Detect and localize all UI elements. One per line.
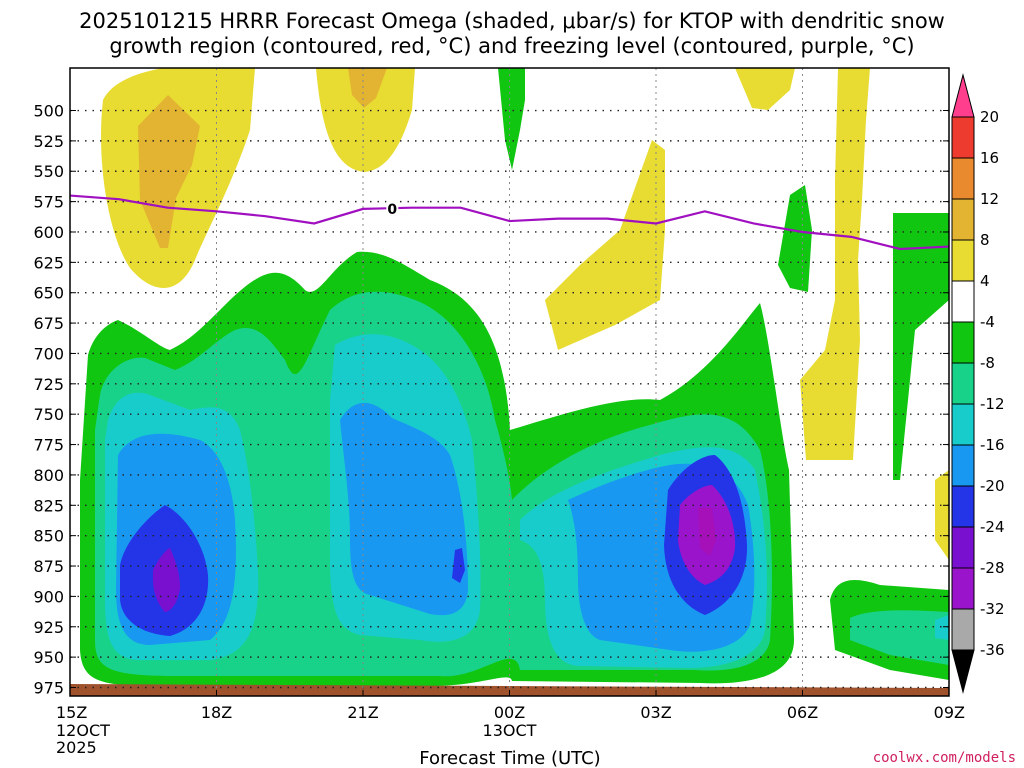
omega-region-positive: [545, 140, 665, 350]
y-tick-label: 925: [33, 618, 64, 637]
omega-region-negative: [452, 548, 465, 583]
y-tick-label: 725: [33, 375, 64, 394]
y-tick-label: 700: [33, 344, 64, 363]
x-tick-label: 18Z: [201, 703, 232, 722]
chart-title-line2: growth region (contoured, red, °C) and f…: [109, 34, 914, 58]
omega-region-positive: [348, 68, 387, 108]
omega-shading: [70, 68, 949, 696]
y-tick-label: 750: [33, 405, 64, 424]
omega-region-positive: [935, 470, 949, 560]
x-tick-label: 21Z: [347, 703, 378, 722]
x-tick-label: 15Z: [56, 703, 87, 722]
y-tick-label: 900: [33, 587, 64, 606]
colorbar-swatch: [951, 485, 975, 528]
colorbar-label: -20: [980, 477, 1005, 495]
colorbar-label: -36: [980, 641, 1005, 659]
x-tick-label: 09Z: [934, 703, 965, 722]
x-axis-label: Forecast Time (UTC): [419, 748, 600, 768]
y-tick-label: 850: [33, 527, 64, 546]
y-tick-label: 500: [33, 102, 64, 121]
colorbar-label: 16: [980, 149, 999, 167]
colorbar-label: 20: [980, 108, 999, 126]
colorbar-label: -28: [980, 559, 1005, 577]
y-tick-label: 800: [33, 466, 64, 485]
y-tick-label: 550: [33, 162, 64, 181]
y-tick-label: 625: [33, 253, 64, 272]
y-tick-label: 950: [33, 648, 64, 667]
omega-region-negative: [893, 213, 949, 480]
freezing-level-line: [69, 194, 950, 251]
colorbar-swatch: [951, 198, 975, 241]
colorbar-swatch: [951, 567, 975, 610]
y-tick-label: 650: [33, 284, 64, 303]
colorbar-swatch: [951, 239, 975, 282]
omega-region-negative: [778, 185, 812, 292]
colorbar-label: 8: [980, 231, 990, 249]
chart-title-line1: 2025101215 HRRR Forecast Omega (shaded, …: [79, 9, 945, 33]
y-tick-label: 825: [33, 496, 64, 515]
colorbar-label: -8: [980, 354, 995, 372]
colorbar-swatch: [951, 280, 975, 323]
colorbar-arrow-top: [951, 73, 975, 118]
omega-region-negative: [698, 508, 716, 556]
colorbar-swatch: [951, 526, 975, 569]
colorbar-label: 12: [980, 190, 999, 208]
colorbar-arrow-bottom: [951, 649, 975, 694]
freezing-level-label: 0: [387, 202, 397, 218]
colorbar-swatch: [951, 608, 975, 651]
colorbar-swatch: [951, 362, 975, 405]
colorbar-swatch: [951, 444, 975, 487]
omega-region-negative: [498, 68, 525, 170]
y-axis: 500 525 550 575 600 625 650 675 700 725 750 775 800 8…: [33, 102, 949, 697]
colorbar: 20 16 12 8 4 -4 -8 -12 -16 -20 -24 -28 -32 -36: [951, 73, 1005, 694]
colorbar-label: 4: [980, 272, 990, 290]
colorbar-label: -16: [980, 436, 1005, 454]
x-tick-label: 06Z: [787, 703, 818, 722]
y-tick-label: 875: [33, 557, 64, 576]
x-tick-label: 00Z: [494, 703, 525, 722]
omega-region-positive: [735, 68, 795, 110]
y-tick-label: 600: [33, 223, 64, 242]
freezing-level-series: 0: [69, 194, 950, 251]
omega-region-positive: [316, 68, 415, 172]
gridlines: [70, 68, 949, 696]
omega-region-negative: [935, 615, 949, 640]
colorbar-swatch: [951, 157, 975, 200]
colorbar-swatch: [951, 403, 975, 446]
y-tick-label: 675: [33, 314, 64, 333]
omega-region-negative: [850, 610, 949, 665]
x-date-label: 13OCT: [483, 721, 537, 740]
y-tick-label: 775: [33, 436, 64, 455]
colorbar-label: -12: [980, 395, 1005, 413]
y-tick-label: 575: [33, 193, 64, 212]
colorbar-swatch: [951, 321, 975, 364]
colorbar-label: -32: [980, 600, 1005, 618]
x-date-label: 12OCT: [56, 721, 110, 740]
omega-region-negative: [153, 548, 180, 612]
y-tick-label: 975: [33, 678, 64, 697]
y-tick-label: 525: [33, 132, 64, 151]
colorbar-label: -24: [980, 518, 1005, 536]
x-date-label: 2025: [56, 738, 97, 757]
colorbar-label: -4: [980, 313, 995, 331]
colorbar-swatch: [951, 116, 975, 159]
omega-region-positive: [800, 68, 870, 460]
freezing-level-label-bg: [386, 199, 399, 216]
watermark-text: coolwx.com/models: [873, 750, 1016, 766]
omega-region-negative: [340, 402, 468, 616]
x-tick-label: 03Z: [640, 703, 671, 722]
